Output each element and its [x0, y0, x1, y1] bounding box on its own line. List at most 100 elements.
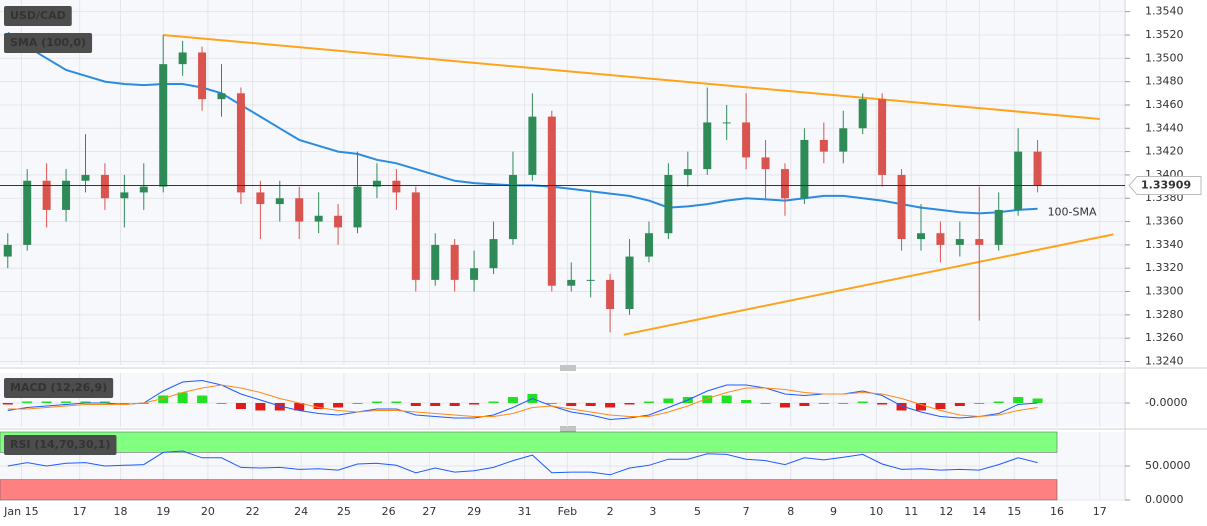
x-tick-label: 25: [337, 505, 351, 518]
sma-legend: SMA (100,0): [10, 36, 86, 49]
x-tick-label: 27: [422, 505, 436, 518]
rsi-line: [7, 450, 1038, 476]
macd-histogram-bar: [410, 403, 421, 406]
resize-handle[interactable]: [560, 426, 576, 432]
y-tick-label: 1.3340: [1145, 238, 1184, 251]
candle-body: [955, 239, 964, 245]
candle-body: [916, 233, 925, 240]
macd-histogram-bar: [954, 403, 965, 406]
trendline: [163, 33, 1100, 120]
macd-histogram-bar: [896, 403, 907, 411]
candle-body: [878, 99, 887, 175]
x-tick-label: 5: [694, 505, 701, 518]
chart-title: USD/CAD: [10, 9, 66, 22]
candle-body: [644, 233, 653, 257]
macd-histogram-bar: [2, 403, 13, 405]
macd-histogram-bar: [391, 401, 402, 403]
candle-body: [722, 122, 731, 124]
candle-body: [256, 192, 265, 205]
macd-histogram-bar: [935, 403, 946, 409]
y-tick-label: 1.3320: [1145, 261, 1184, 274]
macd-histogram-bar: [993, 401, 1004, 403]
y-tick-label: 1.3520: [1145, 28, 1184, 41]
x-tick-label: 20: [201, 505, 215, 518]
candle-body: [431, 244, 440, 280]
macd-histogram-bar: [488, 401, 499, 403]
candle-body: [567, 279, 576, 286]
candle-body: [858, 99, 867, 129]
y-tick-label: 1.3460: [1145, 98, 1184, 111]
y-tick-label: 1.3420: [1145, 145, 1184, 158]
macd-histogram-bar: [177, 392, 188, 403]
candle-body: [819, 139, 828, 152]
candle-body: [62, 180, 71, 210]
macd-line: [7, 379, 1038, 421]
macd-histogram-bar: [974, 403, 985, 404]
macd-title-box: [4, 378, 114, 398]
y-tick-label: 1.3300: [1145, 285, 1184, 298]
x-tick-label: 11: [904, 505, 918, 518]
macd-histogram-bar: [566, 403, 577, 406]
y-tick-label: 1.3540: [1145, 5, 1184, 18]
candle-body: [450, 244, 459, 280]
candle-body: [606, 279, 615, 310]
resize-handle[interactable]: [560, 365, 576, 371]
x-tick-label: 8: [787, 505, 794, 518]
y-tick-label: 1.3360: [1145, 215, 1184, 228]
candle-body: [625, 256, 634, 310]
macd-line: [7, 384, 1038, 418]
candle-body: [664, 174, 673, 234]
macd-histogram-bar: [857, 401, 868, 403]
x-tick-label: 29: [467, 505, 481, 518]
x-tick-label: 18: [113, 505, 127, 518]
candle-body: [392, 180, 401, 193]
x-tick-label: 15: [1007, 505, 1021, 518]
x-tick-label: 17: [73, 505, 87, 518]
candle-body: [139, 186, 148, 193]
last-price-label: 1.33909: [1141, 179, 1191, 192]
x-tick-label: 17: [1093, 505, 1107, 518]
macd-histogram-bar: [1013, 397, 1024, 403]
x-tick-label: Jan 15: [3, 505, 38, 518]
y-tick-label: 1.3440: [1145, 121, 1184, 134]
candle-body: [353, 186, 362, 228]
y-tick-label: 0.0000: [1145, 493, 1184, 506]
macd-histogram-bar: [333, 403, 344, 408]
candle-body: [372, 180, 381, 187]
macd-histogram-bar: [741, 400, 752, 403]
candle-body: [683, 169, 692, 175]
rsi-band: [0, 431, 1058, 453]
price-panel-bg: [0, 0, 1125, 365]
candle-body: [547, 116, 556, 286]
rsi-title: RSI (14,70,30,1): [10, 438, 110, 451]
macd-histogram-bar: [41, 401, 52, 403]
candle-body: [198, 52, 207, 100]
macd-histogram-bar: [643, 401, 654, 403]
x-tick-label: 22: [246, 505, 260, 518]
candle-body: [761, 157, 770, 170]
macd-histogram-bar: [663, 398, 674, 403]
macd-histogram-bar: [216, 403, 227, 404]
macd-histogram-bar: [469, 403, 480, 405]
y-tick-label: 1.3500: [1145, 51, 1184, 64]
candle-body: [314, 215, 323, 222]
macd-histogram-bar: [119, 403, 130, 404]
candle-body: [100, 174, 109, 199]
macd-histogram-bar: [197, 395, 208, 403]
macd-histogram-bar: [352, 403, 363, 404]
chart-title-box: [4, 6, 72, 26]
candle-body: [839, 128, 848, 152]
macd-histogram-bar: [818, 403, 829, 404]
macd-histogram-bar: [915, 403, 926, 411]
macd-histogram-bar: [255, 403, 266, 411]
candle-body: [742, 122, 751, 158]
candle-body: [508, 174, 517, 240]
y-tick-label: 1.3260: [1145, 331, 1184, 344]
macd-histogram-bar: [1032, 398, 1043, 403]
candle-body: [23, 180, 32, 245]
macd-histogram-bar: [158, 395, 169, 403]
macd-histogram-bar: [61, 401, 72, 403]
macd-histogram-bar: [546, 403, 557, 404]
